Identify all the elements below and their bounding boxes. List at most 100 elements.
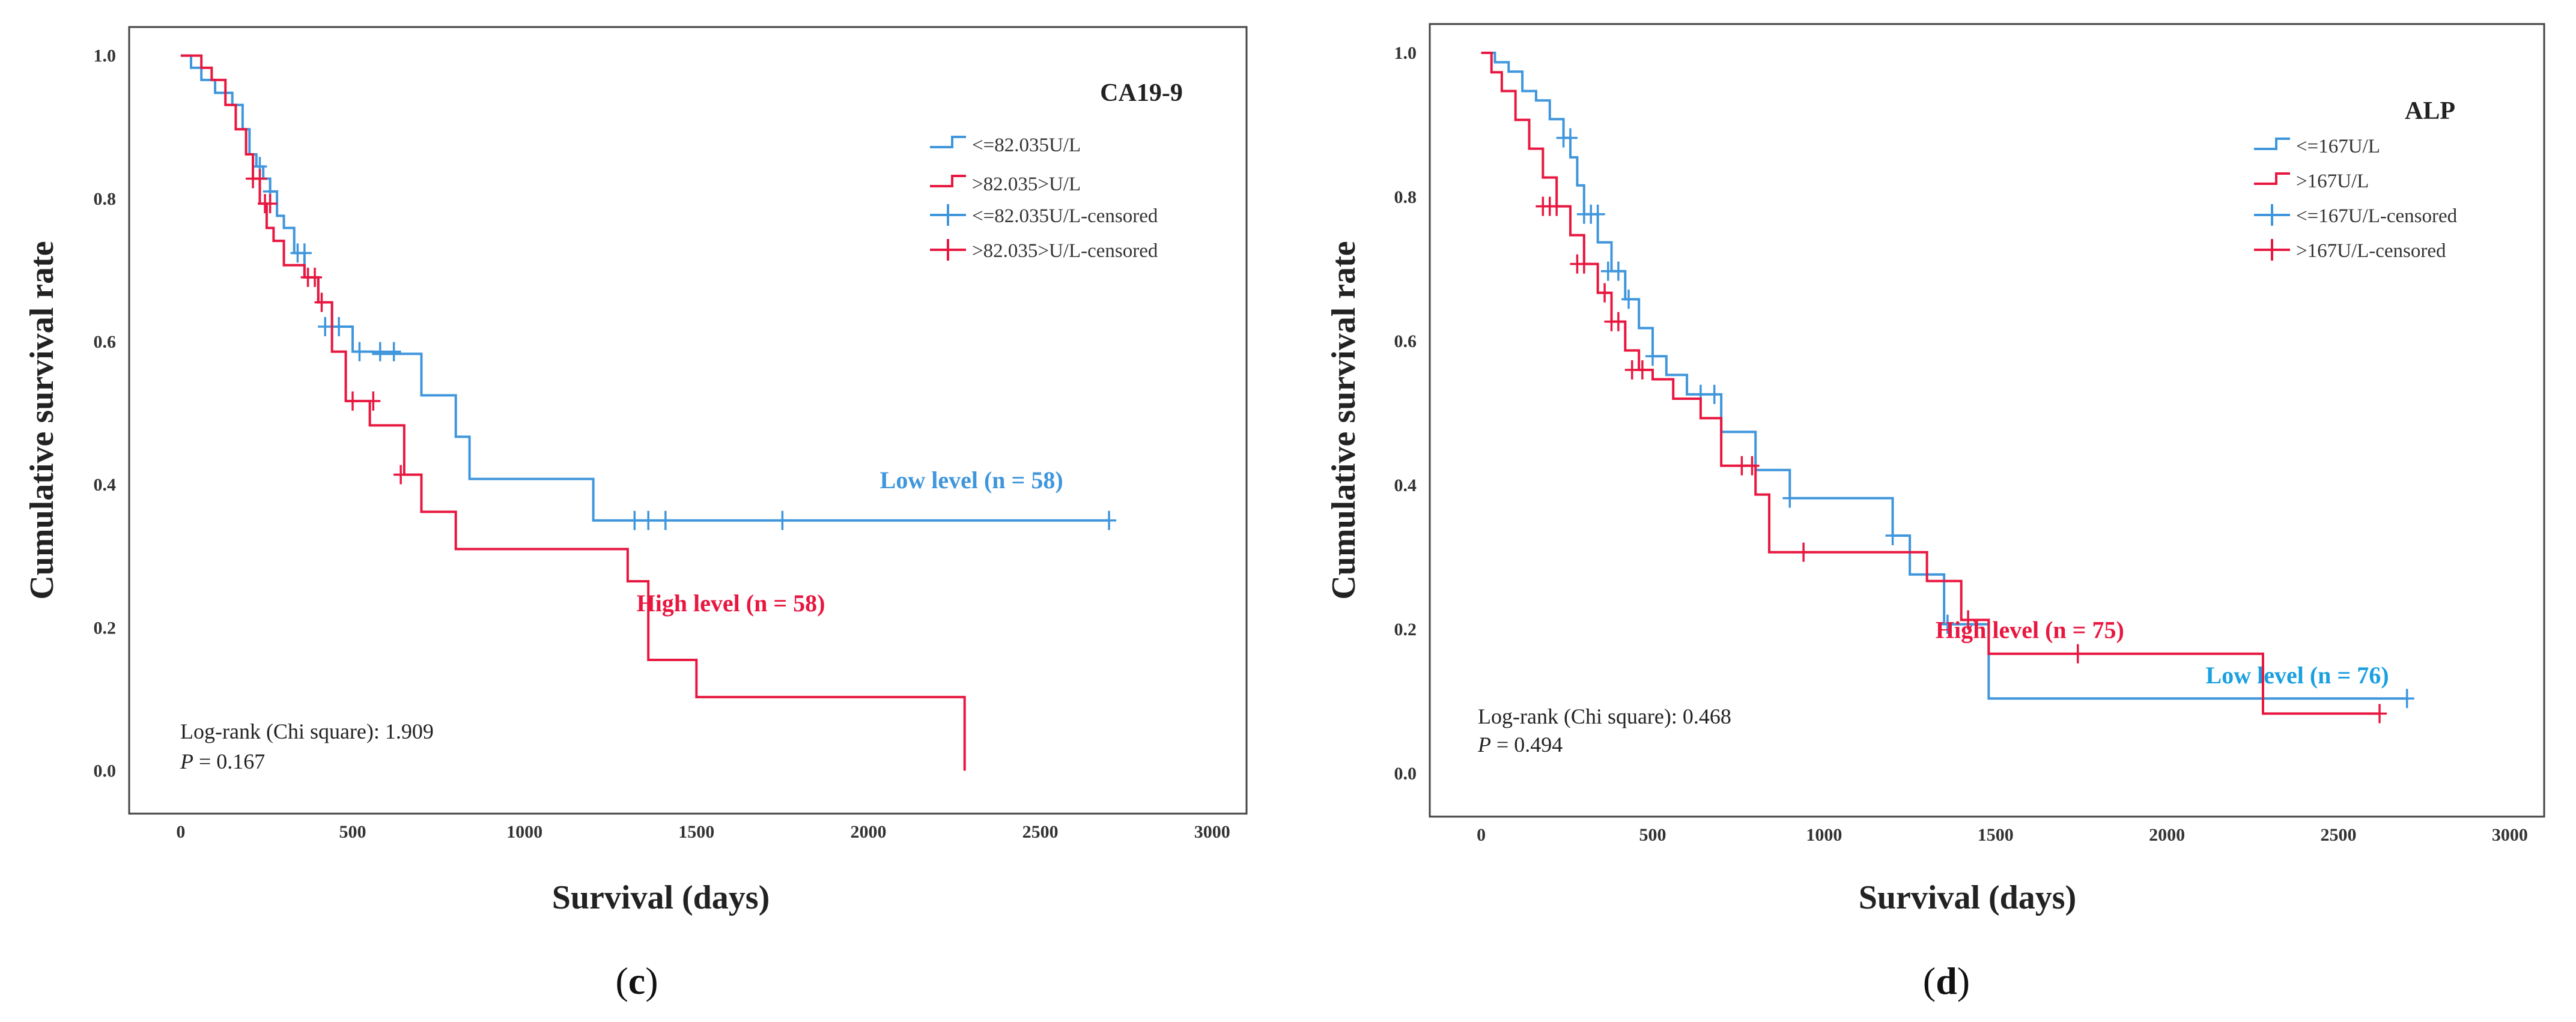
panel-d: 0.0 0.2 0.4 0.6 0.8 1.0 0 500 1000 1500 2000 2500 3… <box>1325 23 2545 1002</box>
censor-mark <box>1940 614 1955 634</box>
legend-label-low-censored-d: <=167U/L-censored <box>2296 205 2458 227</box>
legend-swatch-low-censored-c <box>930 204 966 226</box>
censor-mark <box>1782 488 1797 508</box>
censor-mark <box>1645 346 1660 366</box>
censor-mark <box>1597 283 1612 303</box>
censor-mark <box>627 510 642 530</box>
panel-c: 0.0 0.2 0.4 0.6 0.8 1.0 0 500 1000 1500 2000 2500 3… <box>23 26 1248 1002</box>
panel-title-c: CA19-9 <box>1100 79 1183 107</box>
legend-label-low-d: <=167U/L <box>2296 136 2380 157</box>
y-tick-label: 0.2 <box>1394 620 1417 640</box>
y-tick-label: 0.8 <box>94 189 117 209</box>
group-label-low: Low level (n = 76) <box>2206 662 2389 689</box>
y-ticks-c: 0.0 0.2 0.4 0.6 0.8 1.0 <box>94 46 117 781</box>
y-axis-title-d: Cumulative survival rate <box>1325 241 1362 599</box>
censor-mark <box>366 391 381 411</box>
panel-title-d: ALP <box>2405 97 2455 125</box>
y-tick-label: 0.2 <box>94 618 117 638</box>
y-ticks-d: 0.0 0.2 0.4 0.6 0.8 1.0 <box>1394 43 1417 784</box>
x-tick-label: 1500 <box>1978 825 2014 845</box>
x-axis-title-c: Survival (days) <box>552 879 770 916</box>
x-tick-label: 500 <box>339 822 366 842</box>
censor-mark <box>775 510 790 530</box>
censor-mark <box>1635 360 1650 379</box>
legend-d: <=167U/L >167U/L <=167U/L-censored >167U… <box>2254 136 2458 262</box>
x-tick-label: 2500 <box>1022 822 1059 842</box>
censor-mark <box>2070 644 2085 664</box>
series-layer-c: Low level (n = 58) High level (n = 58) <box>180 54 1117 771</box>
censor-mark <box>658 510 673 530</box>
survival-curve-low <box>1481 52 2407 700</box>
censor-mark <box>252 169 267 189</box>
y-tick-label: 0.6 <box>1394 331 1417 351</box>
censor-mark <box>1796 542 1811 562</box>
y-tick-label: 0.0 <box>94 761 117 781</box>
x-ticks-c: 0 500 1000 1500 2000 2500 3000 <box>176 822 1230 842</box>
x-tick-label: 3000 <box>1194 822 1230 842</box>
legend-swatch-high-censored-d <box>2254 239 2290 261</box>
censor-mark <box>2372 704 2387 724</box>
survival-curve-low <box>180 54 1110 522</box>
censor-mark <box>1563 128 1578 148</box>
censor-mark <box>297 243 312 263</box>
censor-mark <box>393 465 409 485</box>
y-tick-label: 0.4 <box>1394 476 1417 495</box>
y-tick-label: 0.6 <box>94 332 117 352</box>
censor-mark <box>308 267 323 287</box>
x-tick-label: 1000 <box>506 822 542 842</box>
group-label-high: High level (n = 75) <box>1936 616 2124 643</box>
y-tick-label: 1.0 <box>1394 43 1417 63</box>
censor-mark <box>1576 254 1591 274</box>
legend-swatch-low-censored-d <box>2254 204 2290 226</box>
y-tick-label: 0.4 <box>94 475 117 495</box>
legend-swatch-high-d <box>2254 172 2290 185</box>
censor-mark <box>1549 196 1564 216</box>
p-value-d: P = 0.494 <box>1477 733 1563 757</box>
x-tick-label: 2000 <box>850 822 886 842</box>
x-tick-label: 0 <box>176 822 185 842</box>
survival-curve-high <box>1481 52 2380 715</box>
censor-mark <box>332 316 347 336</box>
censor-mark <box>386 342 401 361</box>
censor-mark <box>1621 289 1636 309</box>
censor-mark <box>641 510 656 530</box>
logrank-stat-c: Log-rank (Chi square): 1.909 <box>180 719 434 743</box>
censor-mark <box>1611 312 1626 331</box>
caption-d: (d) <box>1923 960 1970 1002</box>
x-tick-label: 0 <box>1477 825 1486 845</box>
censor-mark <box>263 194 278 214</box>
legend-label-low-censored-c: <=82.035U/L-censored <box>972 205 1158 227</box>
legend-label-low-c: <=82.035U/L <box>972 135 1081 156</box>
survival-curve-high <box>180 54 966 771</box>
x-tick-label: 500 <box>1639 825 1666 845</box>
y-axis-title-c: Cumulative survival rate <box>23 241 61 599</box>
legend-swatch-high-censored-c <box>930 239 966 261</box>
censor-mark <box>1745 456 1760 476</box>
y-tick-label: 1.0 <box>94 46 117 66</box>
x-tick-label: 3000 <box>2492 825 2528 845</box>
censor-mark <box>1102 510 1117 530</box>
caption-c: (c) <box>615 960 658 1002</box>
censor-mark <box>1707 384 1722 404</box>
censor-mark <box>372 342 387 361</box>
series-layer-d: Low level (n = 76) High level (n = 75) <box>1481 52 2414 724</box>
censor-mark <box>345 391 360 411</box>
plot-frame-d <box>1429 23 2545 818</box>
x-ticks-d: 0 500 1000 1500 2000 2500 3000 <box>1477 825 2528 845</box>
x-axis-title-d: Survival (days) <box>1859 879 2077 916</box>
y-tick-label: 0.8 <box>1394 187 1417 207</box>
legend-swatch-high-c <box>930 175 966 187</box>
censor-mark <box>2399 689 2414 709</box>
censor-mark <box>352 342 367 361</box>
censor-mark <box>1611 261 1626 281</box>
y-tick-label: 0.0 <box>1394 764 1417 784</box>
logrank-stat-d: Log-rank (Chi square): 0.468 <box>1478 704 1731 728</box>
group-label-high: High level (n = 58) <box>637 590 825 617</box>
legend-label-high-c: >82.035>U/L <box>972 174 1081 195</box>
x-tick-label: 2500 <box>2321 825 2357 845</box>
legend-label-high-d: >167U/L <box>2296 171 2369 192</box>
group-label-low: Low level (n = 58) <box>880 467 1063 494</box>
legend-c: <=82.035U/L >82.035>U/L <=82.035U/L-cens… <box>930 135 1158 262</box>
legend-swatch-low-c <box>930 136 966 148</box>
